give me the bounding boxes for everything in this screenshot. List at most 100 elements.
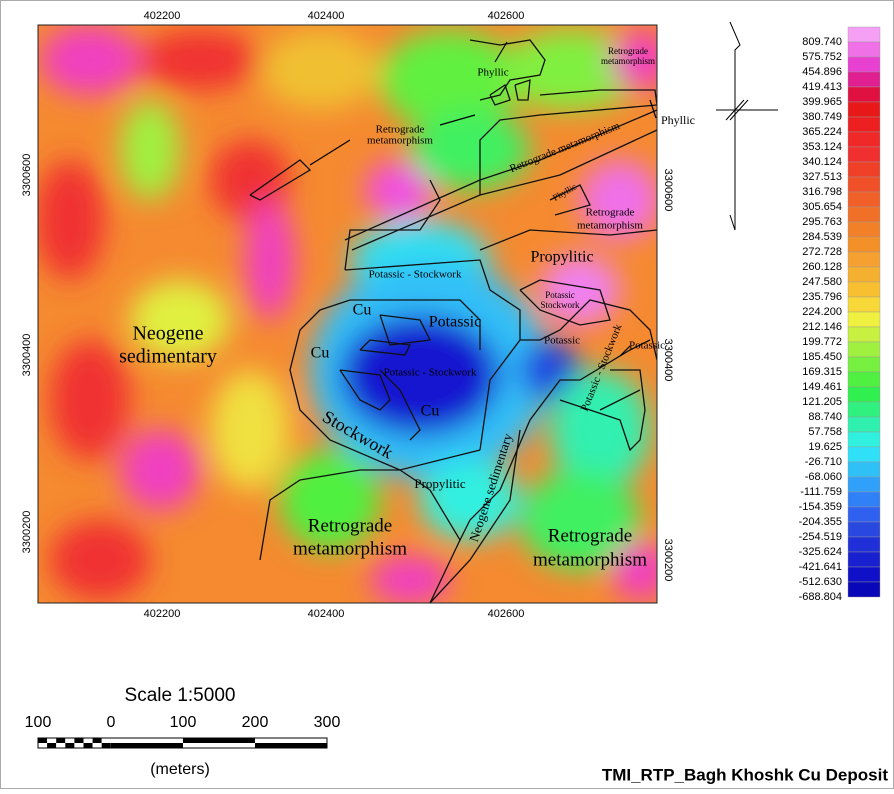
scale-segment xyxy=(38,738,47,743)
legend-swatch xyxy=(848,372,880,387)
legend-label: 169.315 xyxy=(802,366,842,378)
x-coord-label: 402200 xyxy=(144,608,181,620)
unit-label: sedimentary xyxy=(119,346,217,368)
y-coord-label: 3300200 xyxy=(21,511,33,554)
legend-label: -512.630 xyxy=(799,576,842,588)
unit-label: Potassic - Stockwork xyxy=(369,269,462,281)
unit-label: Potassic xyxy=(629,340,665,352)
scale-segment xyxy=(84,743,93,748)
legend-swatch xyxy=(848,357,880,372)
legend-label: -421.641 xyxy=(799,561,842,573)
legend-label: 575.752 xyxy=(802,51,842,63)
legend-label: 295.763 xyxy=(802,216,842,228)
legend-swatch xyxy=(848,117,880,132)
unit-label: Potassic xyxy=(429,314,481,331)
scale-segment xyxy=(111,738,183,743)
scale-unit: (meters) xyxy=(150,761,210,778)
scale-tick-label: 300 xyxy=(314,714,341,731)
legend-swatch xyxy=(848,27,880,42)
legend-label: 399.965 xyxy=(802,96,842,108)
legend-swatch xyxy=(848,162,880,177)
legend-label: 365.224 xyxy=(802,126,842,138)
scale-segment xyxy=(93,743,102,748)
legend-label: 316.798 xyxy=(802,186,842,198)
legend-label: 272.728 xyxy=(802,246,842,258)
y-coord-label: 3300600 xyxy=(21,154,33,197)
legend-swatch xyxy=(848,462,880,477)
legend-label: 235.796 xyxy=(802,291,842,303)
y-coord-label: 3300600 xyxy=(662,169,674,212)
legend-swatch xyxy=(848,582,880,597)
scale-tick-label: 0 xyxy=(107,714,116,731)
legend-swatch xyxy=(848,237,880,252)
legend-swatch xyxy=(848,432,880,447)
legend-swatch xyxy=(848,192,880,207)
legend-swatch xyxy=(848,537,880,552)
legend-swatch xyxy=(848,567,880,582)
unit-label: Potassic xyxy=(544,335,580,347)
legend-swatch xyxy=(848,297,880,312)
scale-segment xyxy=(38,743,47,748)
legend-label: 247.580 xyxy=(802,276,842,288)
scale-segment xyxy=(102,738,111,743)
legend-swatch xyxy=(848,267,880,282)
unit-label: Cu xyxy=(311,345,330,362)
legend-swatch xyxy=(848,402,880,417)
unit-label: Phyllic xyxy=(477,67,508,79)
y-coord-label: 3300400 xyxy=(21,334,33,377)
unit-label: Retrograde xyxy=(308,515,392,536)
scale-tick-label: 200 xyxy=(242,714,269,731)
unit-label: Retrograde xyxy=(586,207,635,219)
scale-segment xyxy=(65,743,74,748)
legend-label: -204.355 xyxy=(799,516,842,528)
scale-segment xyxy=(74,743,83,748)
scale-title: Scale 1:5000 xyxy=(125,685,236,706)
legend-label: 224.200 xyxy=(802,306,842,318)
legend-swatch xyxy=(848,252,880,267)
x-coord-label: 402200 xyxy=(144,10,181,22)
legend-label: 19.625 xyxy=(808,441,842,453)
scale-segment xyxy=(183,743,255,748)
unit-label: Potassic - Stockwork xyxy=(384,367,477,379)
unit-label: metamorphism xyxy=(533,549,647,570)
legend-label: 199.772 xyxy=(802,336,842,348)
legend-swatch xyxy=(848,477,880,492)
scale-segment xyxy=(111,743,183,748)
scale-tick-label: 100 xyxy=(170,714,197,731)
legend-swatch xyxy=(848,312,880,327)
legend-label: 212.146 xyxy=(802,321,842,333)
legend-label: 284.539 xyxy=(802,231,842,243)
scale-segment xyxy=(47,743,56,748)
unit-label: Cu xyxy=(353,302,372,319)
legend-swatch xyxy=(848,132,880,147)
unit-label: Phyllic xyxy=(661,113,695,127)
legend-swatch xyxy=(848,282,880,297)
color-legend: 809.740575.752454.896419.413399.965380.7… xyxy=(799,27,880,603)
map-title: TMI_RTP_Bagh Khoshk Cu Deposit xyxy=(602,765,889,784)
legend-swatch xyxy=(848,57,880,72)
legend-swatch xyxy=(848,552,880,567)
legend-label: -154.359 xyxy=(799,501,842,513)
legend-swatch xyxy=(848,207,880,222)
scale-segment xyxy=(93,738,102,743)
legend-swatch xyxy=(848,447,880,462)
scale-segment xyxy=(102,743,111,748)
legend-swatch xyxy=(848,507,880,522)
legend-label: -688.804 xyxy=(799,591,842,603)
unit-label: Retrograde xyxy=(608,46,648,56)
legend-label: -111.759 xyxy=(800,486,842,498)
legend-label: 340.124 xyxy=(802,156,842,168)
scale-segment xyxy=(255,743,327,748)
scale-tick-label: 100 xyxy=(25,714,52,731)
legend-label: 88.740 xyxy=(808,411,842,423)
unit-label: Stockwork xyxy=(541,300,580,310)
unit-label: Retrograde xyxy=(548,525,632,546)
page: PhyllicRetrogrademetamorphismRetrogradem… xyxy=(0,0,894,789)
x-coord-label: 402400 xyxy=(308,608,345,620)
legend-label: 305.654 xyxy=(802,201,842,213)
unit-label: Potassic xyxy=(545,290,575,300)
legend-swatch xyxy=(848,87,880,102)
scale-segment xyxy=(65,738,74,743)
legend-label: -325.624 xyxy=(799,546,842,558)
legend-swatch xyxy=(848,222,880,237)
